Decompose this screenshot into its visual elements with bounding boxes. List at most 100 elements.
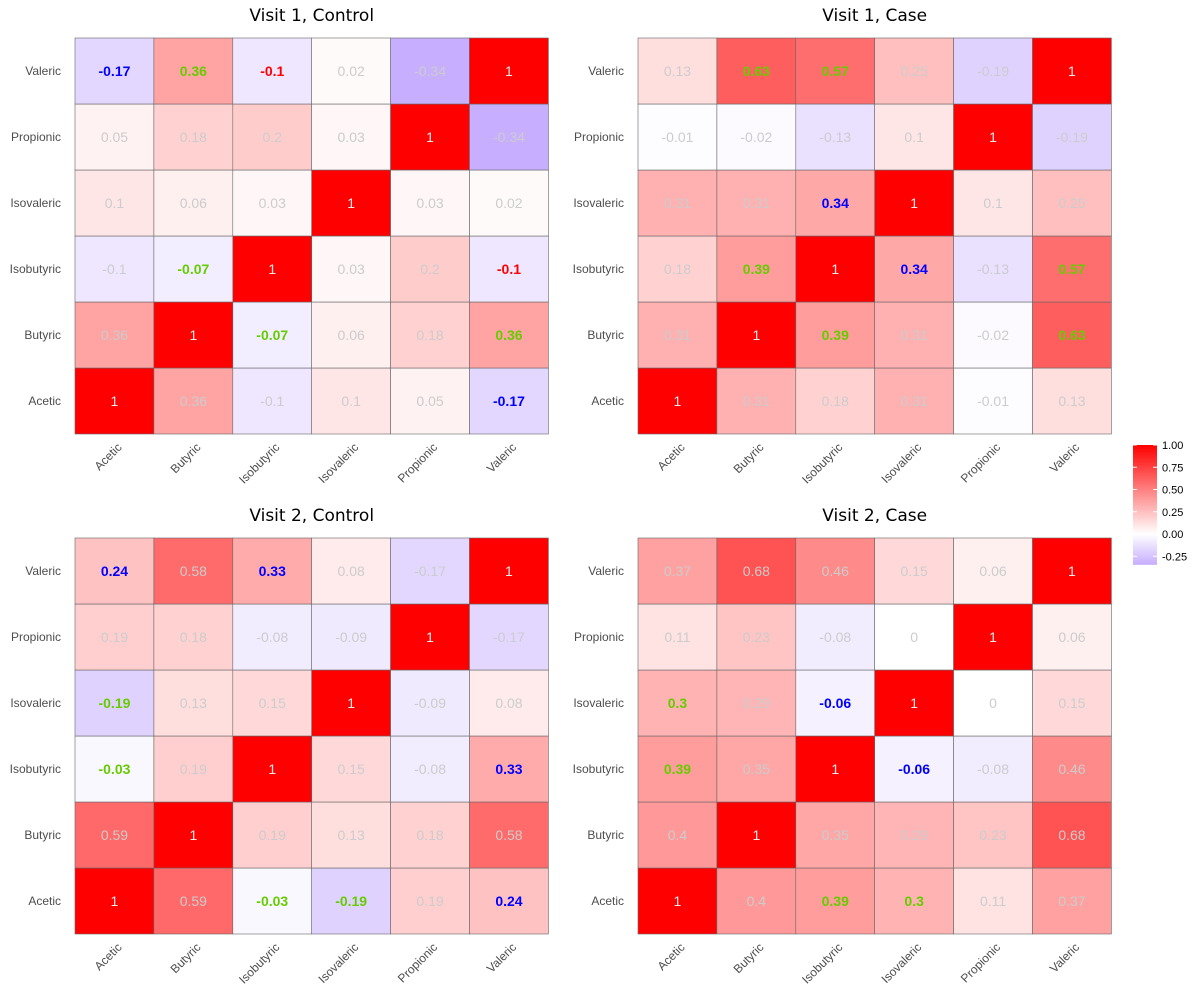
heatmap-cell: [469, 37, 549, 105]
legend-gradient-segment: [1133, 532, 1157, 536]
cell-value-label: 0.15: [259, 695, 286, 711]
cell-value-label: -0.09: [335, 629, 367, 645]
x-tick-label: Isovaleric: [879, 440, 925, 486]
legend-gradient-segment: [1133, 468, 1157, 472]
cell-value-label: 0.18: [180, 629, 207, 645]
legend-gradient-segment: [1133, 538, 1157, 542]
x-tick-label: Isobutyric: [236, 940, 282, 986]
cell-value-label: 0.08: [495, 695, 522, 711]
cell-value-label: 1: [1068, 563, 1076, 579]
heatmap-cell: [874, 669, 954, 737]
x-tick-label: Valeric: [484, 440, 519, 475]
heatmap-cell: [795, 801, 875, 869]
legend-gradient-segment: [1133, 510, 1157, 514]
cell-value-label: 0.03: [416, 195, 443, 211]
heatmap-cell: [469, 301, 549, 369]
heatmap-cell: [74, 537, 155, 605]
heatmap-cell: [1032, 103, 1112, 171]
heatmap-cell: [953, 537, 1033, 605]
cell-value-label: 1: [426, 129, 434, 145]
cell-value-label: 0.1: [105, 195, 125, 211]
cell-value-label: -0.07: [177, 261, 209, 277]
heatmap-cell: [153, 735, 234, 803]
cell-value-label: 0.06: [180, 195, 207, 211]
cell-value-label: -0.19: [335, 893, 367, 909]
cell-value-label: 0: [910, 629, 918, 645]
cell-value-label: 0.37: [664, 563, 691, 579]
legend-gradient-segment: [1133, 456, 1157, 460]
cell-value-label: -0.17: [493, 629, 525, 645]
heatmap-cell: [232, 103, 313, 171]
heatmap-cell: [874, 867, 954, 935]
heatmap-cell: [469, 801, 549, 869]
y-tick-label: Acetic: [591, 394, 624, 408]
heatmap-cell: [716, 537, 797, 605]
heatmap-cell: [874, 103, 954, 171]
cell-value-label: -0.19: [98, 695, 130, 711]
heatmap-cell: [390, 669, 470, 737]
panel-title: Visit 2, Control: [249, 506, 374, 526]
heatmap-cell: [390, 367, 470, 435]
heatmap-cell: [311, 867, 391, 935]
cell-value-label: 0.24: [495, 893, 522, 909]
cell-value-label: 0.39: [743, 261, 770, 277]
x-tick-label: Isovaleric: [879, 940, 925, 986]
cell-value-label: -0.06: [819, 695, 851, 711]
cell-value-label: 0.02: [338, 63, 365, 79]
cell-value-label: 0.33: [259, 563, 286, 579]
legend-gradient-segment: [1133, 546, 1157, 549]
heatmap-panel: Visit 2, Control 1 0.59 -0.03 -0.19 0.19 0.24 0…: [10, 506, 549, 986]
cell-value-label: 0.37: [1058, 893, 1085, 909]
legend-gradient-segment: [1133, 518, 1157, 522]
heatmap-cell: [311, 669, 391, 737]
legend-gradient-segment: [1133, 488, 1157, 492]
legend-gradient-segment: [1133, 466, 1157, 470]
legend-gradient-segment: [1133, 480, 1157, 484]
cell-value-label: 1: [347, 195, 355, 211]
legend-gradient-segment: [1133, 542, 1157, 545]
cell-value-label: 0.4: [668, 827, 688, 843]
cell-value-label: 1: [505, 563, 513, 579]
cell-value-label: 0.29: [743, 695, 770, 711]
legend-gradient-segment: [1133, 556, 1157, 559]
cell-value-label: 0.29: [901, 827, 928, 843]
legend-gradient-segment: [1133, 498, 1157, 502]
heatmap-cell: [953, 301, 1033, 369]
y-tick-label: Propionic: [574, 630, 624, 644]
legend-gradient-segment: [1133, 508, 1157, 512]
legend-gradient-segment: [1133, 486, 1157, 490]
y-tick-label: Isovaleric: [573, 196, 624, 210]
legend-gradient-segment: [1133, 526, 1157, 530]
y-tick-label: Isobutyric: [10, 762, 61, 776]
cell-value-label: 0.15: [901, 563, 928, 579]
cell-value-label: 0.2: [420, 261, 440, 277]
panel-title: Visit 1, Control: [249, 6, 374, 26]
cell-value-label: 0.08: [338, 563, 365, 579]
heatmap-panels: Visit 1, Control 1 0.36 -0.1 0.1 0.05 -0.17 0.3…: [10, 6, 1112, 986]
cell-value-label: 0.34: [901, 261, 928, 277]
cell-value-label: 0.57: [822, 63, 849, 79]
legend-gradient-segment: [1133, 550, 1157, 553]
cell-value-label: -0.02: [740, 129, 772, 145]
heatmap-cell: [390, 235, 470, 303]
cell-value-label: 0.63: [1058, 327, 1085, 343]
legend-gradient-segment: [1133, 516, 1157, 520]
panel-title: Visit 2, Case: [822, 506, 927, 526]
x-tick-label: Valeric: [484, 940, 519, 975]
x-tick-label: Isobutyric: [799, 940, 845, 986]
cell-value-label: 1: [347, 695, 355, 711]
cell-value-label: 0.57: [1058, 261, 1085, 277]
cell-value-label: 1: [1068, 63, 1076, 79]
heatmap-cell: [953, 603, 1033, 671]
heatmap-cell: [716, 169, 797, 237]
cell-value-label: 1: [989, 629, 997, 645]
x-tick-label: Acetic: [655, 440, 688, 473]
heatmap-cell: [390, 537, 470, 605]
heatmap-cell: [232, 603, 313, 671]
heatmap-cell: [953, 235, 1033, 303]
heatmap-cell: [153, 169, 234, 237]
cell-value-label: 0.31: [664, 195, 691, 211]
y-tick-label: Butyric: [587, 828, 624, 842]
cell-value-label: 0.11: [664, 629, 690, 645]
cell-value-label: 0.06: [338, 327, 365, 343]
